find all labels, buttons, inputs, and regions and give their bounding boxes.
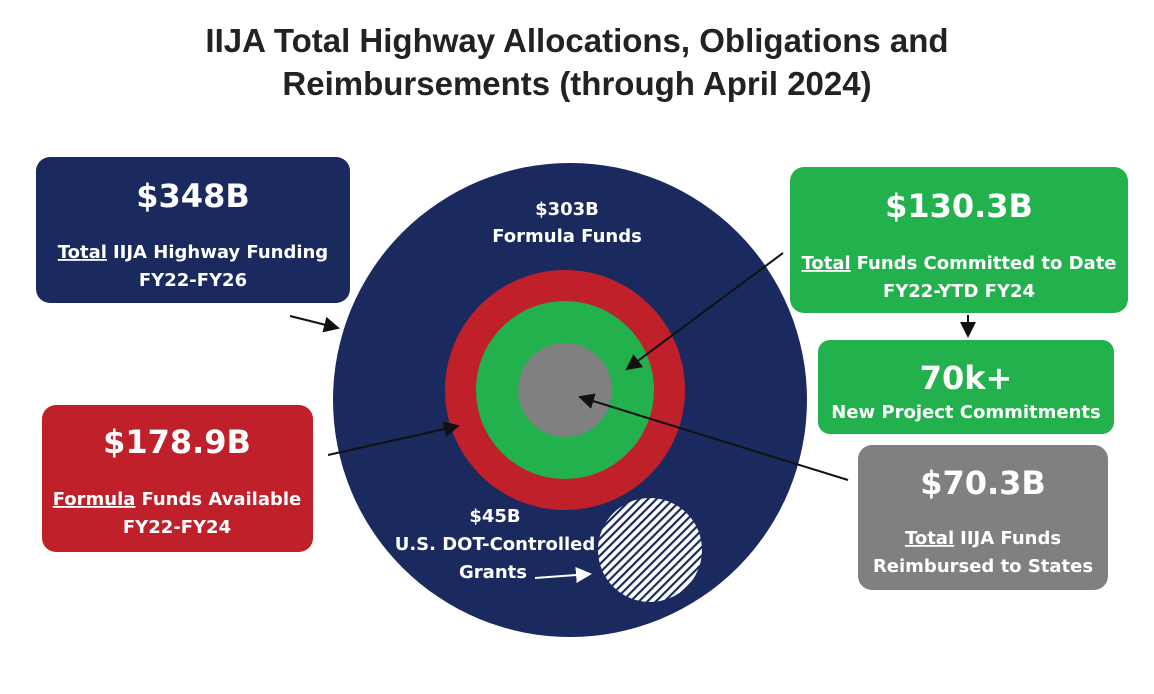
box-amount: 70k+ <box>920 359 1013 397</box>
box-amount: $70.3B <box>920 464 1046 502</box>
box <box>858 445 1108 590</box>
arrow <box>289 315 340 333</box>
arrow <box>327 421 460 456</box>
circle-amount: $45B <box>469 506 520 527</box>
title-line: IIJA Total Highway Allocations, Obligati… <box>205 22 948 59</box>
box-amount: $348B <box>136 177 249 215</box>
circle-label: Formula Funds <box>492 226 642 247</box>
box-label: Total Funds Committed to Date <box>801 253 1116 274</box>
gray-circle <box>518 343 612 437</box>
label-rest: IIJA Funds <box>960 528 1061 549</box>
underlined: Formula <box>53 489 136 510</box>
arrow <box>578 393 849 481</box>
circle-label: U.S. DOT-Controlled <box>395 534 596 555</box>
box-label: New Project Commitments <box>831 402 1100 423</box>
arrow <box>534 567 592 583</box>
box <box>818 340 1114 434</box>
box-amount: $178.9B <box>103 423 251 461</box>
box <box>42 405 313 552</box>
underlined: Total <box>58 242 107 263</box>
arrows <box>289 252 976 481</box>
box-label: FY22-FY26 <box>139 270 247 291</box>
label-rest: Funds Committed to Date <box>857 253 1117 274</box>
box-label: Formula Funds Available <box>53 489 302 510</box>
hatched-circle <box>598 498 702 602</box>
box <box>790 167 1128 313</box>
underlined: Total <box>905 528 954 549</box>
label-rest: Funds Available <box>141 489 301 510</box>
box-label: FY22-YTD FY24 <box>883 281 1035 302</box>
box <box>36 157 350 303</box>
box-label: Total IIJA Funds <box>905 528 1061 549</box>
underlined: Total <box>801 253 850 274</box>
label-rest: IIJA Highway Funding <box>113 242 328 263</box>
box-label: Total IIJA Highway Funding <box>58 242 328 263</box>
circle-label: Grants <box>459 562 527 583</box>
title-line: Reimbursements (through April 2024) <box>282 65 871 102</box>
box-amount: $130.3B <box>885 187 1033 225</box>
box-label: FY22-FY24 <box>123 517 231 538</box>
circle-amount: $303B <box>535 199 599 220</box>
box-label: Reimbursed to States <box>873 556 1093 577</box>
arrow <box>625 252 784 371</box>
